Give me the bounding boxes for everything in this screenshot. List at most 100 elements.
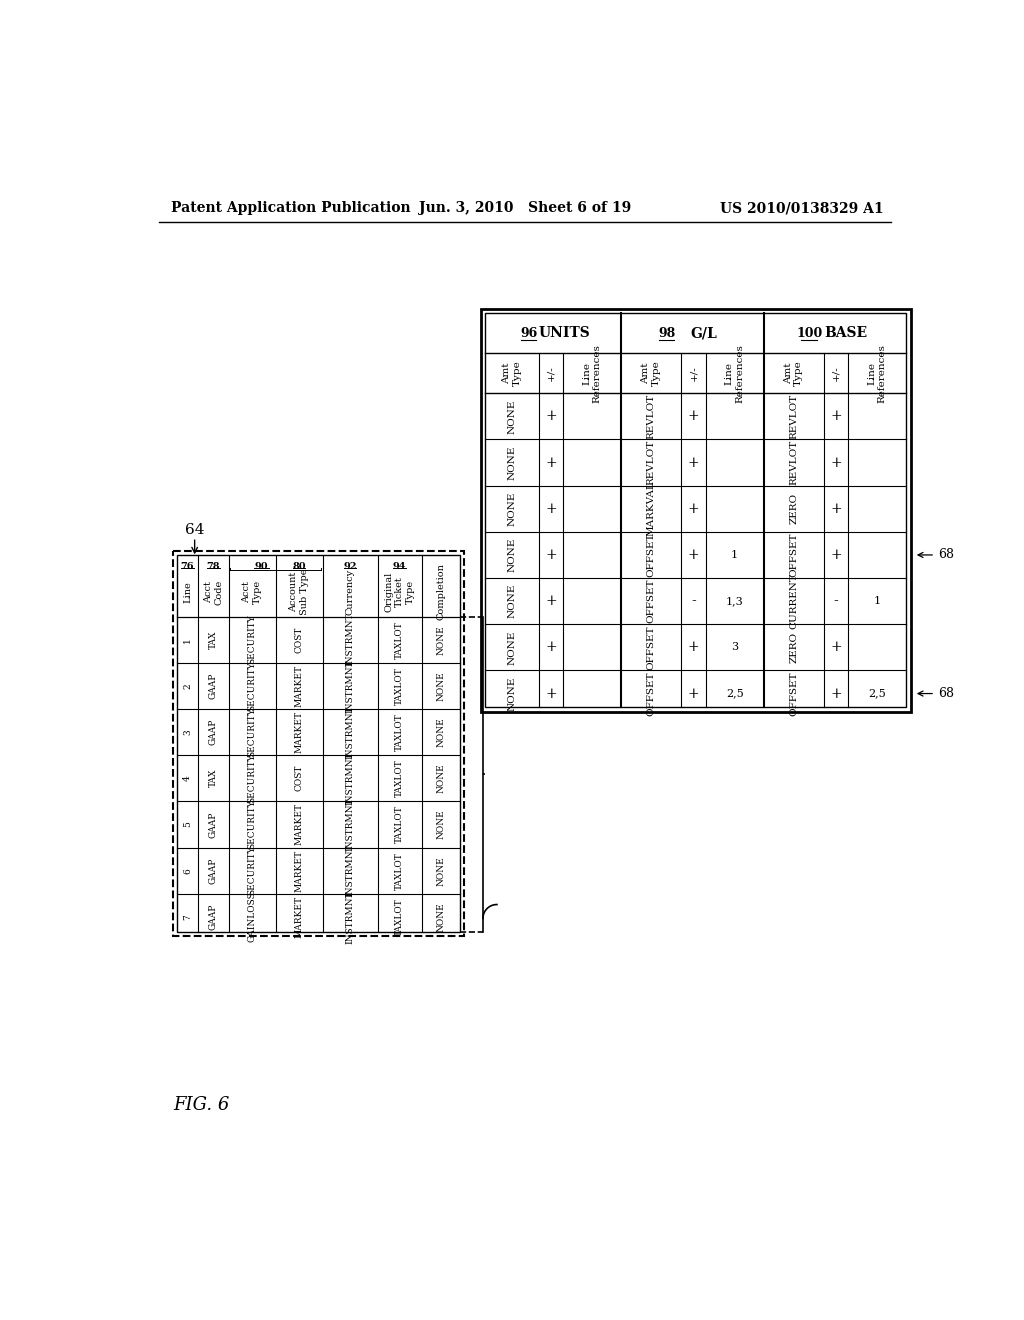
Text: NONE: NONE bbox=[436, 809, 445, 840]
Text: 4: 4 bbox=[183, 775, 191, 781]
Text: MARKET: MARKET bbox=[295, 665, 304, 706]
Text: MARKET: MARKET bbox=[295, 896, 304, 937]
Text: REVLOT: REVLOT bbox=[790, 393, 798, 440]
Text: Line
References: Line References bbox=[867, 343, 887, 403]
Text: Line
References: Line References bbox=[583, 343, 602, 403]
Text: +: + bbox=[830, 686, 842, 701]
Text: TAXLOT: TAXLOT bbox=[395, 713, 404, 751]
Text: 3: 3 bbox=[731, 643, 738, 652]
Text: INSTRMNT: INSTRMNT bbox=[346, 843, 354, 898]
Text: -: - bbox=[691, 594, 696, 609]
Text: OFFSET: OFFSET bbox=[646, 672, 655, 715]
Text: SECURITY: SECURITY bbox=[248, 708, 257, 756]
Text: NONE: NONE bbox=[436, 855, 445, 886]
Text: NONE: NONE bbox=[508, 537, 516, 572]
Text: +/-: +/- bbox=[547, 366, 555, 381]
Text: 3: 3 bbox=[183, 729, 191, 735]
Text: 92: 92 bbox=[343, 562, 357, 570]
Text: INSTRMNT: INSTRMNT bbox=[346, 751, 354, 805]
Text: TAX: TAX bbox=[209, 631, 218, 649]
Text: +: + bbox=[545, 548, 557, 562]
Text: MARKET: MARKET bbox=[295, 804, 304, 845]
Text: +: + bbox=[545, 686, 557, 701]
Text: Acct
Code: Acct Code bbox=[204, 579, 223, 605]
Text: REVLOT: REVLOT bbox=[790, 440, 798, 486]
Text: 2: 2 bbox=[183, 682, 191, 689]
Text: Currency: Currency bbox=[346, 569, 354, 615]
Text: GAAP: GAAP bbox=[209, 858, 218, 884]
Text: 2,5: 2,5 bbox=[868, 689, 886, 698]
Text: NONE: NONE bbox=[508, 676, 516, 710]
Text: 80: 80 bbox=[293, 562, 306, 570]
Text: 90: 90 bbox=[255, 562, 268, 570]
Text: +: + bbox=[545, 409, 557, 424]
Text: UNITS: UNITS bbox=[539, 326, 590, 341]
Text: +: + bbox=[688, 686, 699, 701]
Text: Line: Line bbox=[183, 581, 191, 603]
Text: 1: 1 bbox=[731, 550, 738, 560]
Text: GAAP: GAAP bbox=[209, 904, 218, 931]
Text: US 2010/0138329 A1: US 2010/0138329 A1 bbox=[720, 202, 884, 215]
Text: NONE: NONE bbox=[436, 902, 445, 932]
Text: INSTRMNT: INSTRMNT bbox=[346, 890, 354, 944]
Text: NONE: NONE bbox=[508, 445, 516, 479]
Text: +/-: +/- bbox=[689, 366, 698, 381]
Text: +: + bbox=[830, 455, 842, 470]
Text: SECURITY: SECURITY bbox=[248, 846, 257, 895]
Text: TAXLOT: TAXLOT bbox=[395, 620, 404, 659]
Text: Completion: Completion bbox=[436, 564, 445, 620]
Text: INSTRMNT: INSTRMNT bbox=[346, 659, 354, 713]
Text: 64: 64 bbox=[184, 523, 204, 536]
Text: OFFSET: OFFSET bbox=[790, 672, 798, 715]
Text: +: + bbox=[688, 640, 699, 655]
Bar bbox=[177, 554, 460, 932]
Text: -: - bbox=[834, 594, 839, 609]
Text: SECURITY: SECURITY bbox=[248, 615, 257, 664]
Text: NONE: NONE bbox=[508, 491, 516, 525]
Text: 98: 98 bbox=[658, 326, 675, 339]
Text: MARKET: MARKET bbox=[295, 850, 304, 891]
Text: GAAP: GAAP bbox=[209, 719, 218, 746]
Text: NONE: NONE bbox=[508, 630, 516, 664]
Text: TAXLOT: TAXLOT bbox=[395, 667, 404, 705]
Text: NONE: NONE bbox=[436, 717, 445, 747]
Bar bbox=[173, 552, 464, 936]
Text: 96: 96 bbox=[520, 326, 538, 339]
Text: ZERO: ZERO bbox=[790, 494, 798, 524]
Text: Original
Ticket
Type: Original Ticket Type bbox=[385, 572, 415, 612]
Text: TAX: TAX bbox=[209, 770, 218, 788]
Text: 94: 94 bbox=[393, 562, 407, 570]
Text: +: + bbox=[830, 640, 842, 655]
Text: TAXLOT: TAXLOT bbox=[395, 898, 404, 936]
Text: NONE: NONE bbox=[436, 671, 445, 701]
Text: Amt
Type: Amt Type bbox=[503, 360, 521, 387]
Text: REVLOT: REVLOT bbox=[646, 393, 655, 440]
Text: OFFSET: OFFSET bbox=[646, 626, 655, 669]
Text: NONE: NONE bbox=[436, 763, 445, 793]
Text: COST: COST bbox=[295, 627, 304, 653]
Text: Amt
Type: Amt Type bbox=[784, 360, 804, 387]
Text: SECURITY: SECURITY bbox=[248, 800, 257, 849]
Text: SECURITY: SECURITY bbox=[248, 754, 257, 803]
Text: +: + bbox=[545, 594, 557, 609]
Text: INSTRMNT: INSTRMNT bbox=[346, 612, 354, 667]
Bar bbox=[485, 313, 906, 708]
Text: GAAP: GAAP bbox=[209, 673, 218, 700]
Text: +: + bbox=[830, 548, 842, 562]
Text: TAXLOT: TAXLOT bbox=[395, 851, 404, 890]
Text: Line
References: Line References bbox=[725, 343, 744, 403]
Text: GAAP: GAAP bbox=[209, 812, 218, 838]
Text: ZERO: ZERO bbox=[790, 632, 798, 663]
Text: 1,3: 1,3 bbox=[726, 597, 743, 606]
Text: NONE: NONE bbox=[508, 399, 516, 433]
Text: 2,5: 2,5 bbox=[726, 689, 743, 698]
Text: NONE: NONE bbox=[508, 583, 516, 618]
Text: BASE: BASE bbox=[824, 326, 867, 341]
Text: +: + bbox=[545, 502, 557, 516]
Text: 100: 100 bbox=[796, 326, 822, 339]
Text: 78: 78 bbox=[207, 562, 220, 570]
Bar bbox=[480, 309, 910, 711]
Text: +: + bbox=[545, 455, 557, 470]
Text: +: + bbox=[688, 548, 699, 562]
Text: MARKVAL: MARKVAL bbox=[646, 482, 655, 536]
